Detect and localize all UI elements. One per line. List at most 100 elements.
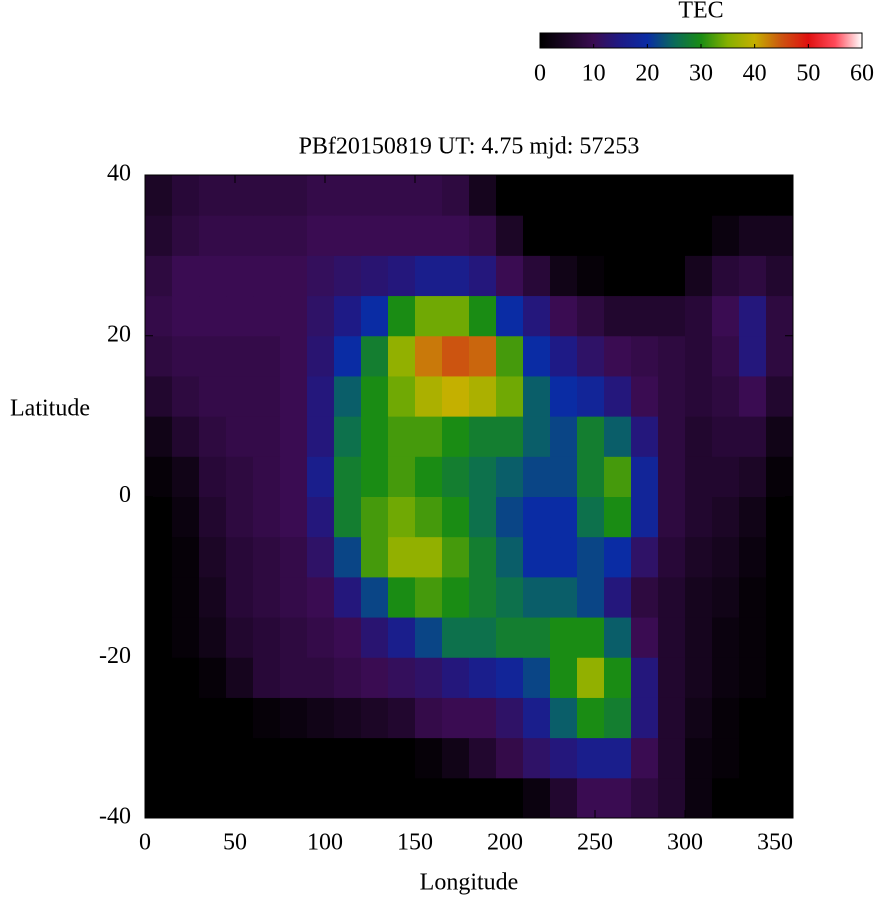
colorbar-tick-label: 60 <box>850 61 874 87</box>
heatmap-cell <box>577 496 605 538</box>
heatmap-cell <box>766 416 794 457</box>
heatmap-cell <box>172 335 200 377</box>
heatmap-cell <box>469 697 497 739</box>
heatmap-cell <box>604 617 632 658</box>
heatmap-cell <box>550 416 578 457</box>
heatmap-cell <box>550 697 578 739</box>
heatmap-cell <box>469 416 497 457</box>
heatmap-cell <box>604 215 632 256</box>
heatmap-cell <box>415 255 443 297</box>
heatmap-cell <box>523 536 551 578</box>
heatmap-cell <box>442 697 470 739</box>
heatmap-cell <box>415 456 443 497</box>
heatmap-cell <box>415 777 443 819</box>
heatmap-cell <box>523 175 551 216</box>
heatmap-cell <box>145 175 173 216</box>
heatmap-cell <box>766 295 794 337</box>
heatmap-cell <box>577 657 605 698</box>
heatmap-cell <box>523 295 551 337</box>
heatmap-cell <box>685 576 713 618</box>
heatmap-cell <box>253 657 281 698</box>
heatmap-cell <box>766 576 794 618</box>
heatmap-cell <box>658 737 686 779</box>
heatmap-cell <box>604 576 632 618</box>
heatmap-cell <box>766 215 794 256</box>
heatmap-cell <box>226 335 254 377</box>
heatmap-cell <box>415 215 443 256</box>
heatmap-cell <box>604 295 632 337</box>
heatmap-cell <box>388 416 416 457</box>
heatmap-cell <box>739 777 767 819</box>
heatmap-cell <box>172 215 200 256</box>
heatmap-cell <box>577 375 605 417</box>
heatmap-cell <box>145 617 173 658</box>
heatmap-cell <box>226 175 254 216</box>
heatmap-cell <box>631 697 659 739</box>
heatmap-cell <box>631 737 659 779</box>
heatmap-cell <box>658 375 686 417</box>
heatmap-cell <box>253 576 281 618</box>
heatmap-cell <box>766 255 794 297</box>
heatmap-cell <box>388 335 416 377</box>
heatmap-cell <box>388 617 416 658</box>
colorbar-tick-label: 40 <box>743 61 767 87</box>
heatmap-cell <box>496 215 524 256</box>
heatmap-cell <box>658 255 686 297</box>
heatmap-cell <box>658 416 686 457</box>
heatmap-cell <box>658 496 686 538</box>
heatmap-cell <box>685 416 713 457</box>
heatmap-cell <box>550 496 578 538</box>
heatmap-cell <box>388 375 416 417</box>
heatmap-cell <box>577 215 605 256</box>
heatmap-cell <box>226 777 254 819</box>
heatmap-cell <box>307 175 335 216</box>
heatmap-cell <box>712 416 740 457</box>
heatmap-cell <box>145 375 173 417</box>
heatmap-cell <box>496 617 524 658</box>
heatmap-cell <box>739 416 767 457</box>
heatmap-cell <box>766 536 794 578</box>
heatmap-cell <box>388 697 416 739</box>
heatmap-cell <box>604 697 632 739</box>
heatmap-cell <box>415 416 443 457</box>
heatmap-cell <box>469 657 497 698</box>
heatmap-cell <box>496 737 524 779</box>
heatmap-cell <box>415 536 443 578</box>
heatmap-cell <box>496 416 524 457</box>
heatmap-cell <box>739 456 767 497</box>
heatmap-cell <box>469 536 497 578</box>
heatmap-cell <box>334 295 362 337</box>
heatmap-cell <box>712 375 740 417</box>
heatmap-cell <box>334 576 362 618</box>
heatmap-cell <box>145 416 173 457</box>
heatmap-cell <box>172 175 200 216</box>
heatmap-cell <box>280 295 308 337</box>
heatmap-cell <box>685 737 713 779</box>
heatmap-cell <box>388 456 416 497</box>
heatmap-cell <box>739 536 767 578</box>
heatmap-cell <box>469 737 497 779</box>
heatmap-cell <box>145 456 173 497</box>
heatmap-cell <box>496 576 524 618</box>
heatmap-cell <box>739 255 767 297</box>
colorbar-tick-label: 10 <box>582 61 606 87</box>
heatmap-cell <box>361 255 389 297</box>
heatmap-cell <box>739 576 767 618</box>
heatmap-cell <box>226 576 254 618</box>
heatmap-cell <box>604 335 632 377</box>
heatmap-cell <box>766 777 794 819</box>
heatmap-cell <box>604 777 632 819</box>
heatmap-cell <box>712 617 740 658</box>
heatmap-cell <box>199 175 227 216</box>
x-tick-label: 150 <box>397 830 433 856</box>
heatmap-cell <box>145 576 173 618</box>
heatmap-cell <box>469 215 497 256</box>
heatmap-cell <box>361 777 389 819</box>
heatmap-cell <box>145 255 173 297</box>
heatmap-cell <box>280 335 308 377</box>
heatmap-cell <box>631 617 659 658</box>
heatmap-cell <box>172 295 200 337</box>
heatmap-cell <box>523 576 551 618</box>
heatmap-cell <box>145 697 173 739</box>
heatmap-cell <box>307 496 335 538</box>
